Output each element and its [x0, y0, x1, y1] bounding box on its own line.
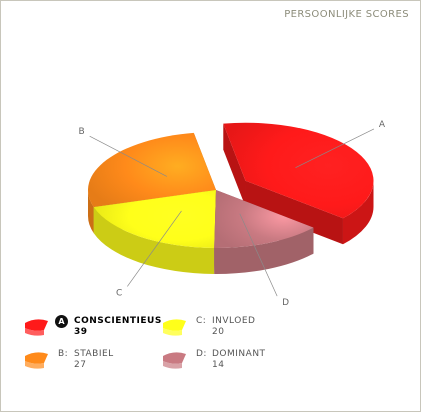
legend-item-a[interactable]: A CONSCIENTIEUS 39: [22, 313, 161, 343]
legend-name: INVLOED: [212, 316, 256, 326]
legend-name: CONSCIENTIEUS: [74, 316, 162, 326]
legend-name: STABIEL: [74, 349, 114, 359]
legend-value: 20: [212, 327, 225, 337]
legend-swatch-b: [25, 352, 48, 369]
slice-label-a: A: [379, 120, 386, 130]
slice-label-d: D: [282, 298, 289, 308]
legend-letter: C:: [196, 316, 207, 326]
legend-item-b[interactable]: B: STABIEL 27: [22, 346, 152, 376]
leader-line-c: [127, 210, 182, 287]
leader-line-d: [239, 213, 278, 297]
legend-letter: D:: [196, 349, 207, 359]
legend-value: 39: [74, 327, 88, 337]
legend-item-d[interactable]: D: DOMINANT 14: [160, 346, 290, 376]
legend-letter: B:: [58, 349, 69, 359]
legend-item-c[interactable]: C: INVLOED 20: [160, 313, 290, 343]
pie-labels: B A C D: [78, 120, 385, 308]
legend-letter-badge: A: [55, 315, 68, 328]
leader-line-b: [89, 135, 167, 177]
legend-name: DOMINANT: [212, 349, 266, 359]
chart-title: PERSOONLIJKE SCORES: [284, 9, 409, 20]
leader-line-a: [295, 128, 375, 169]
slice-label-c: C: [116, 288, 122, 298]
pie-slice-d[interactable]: [214, 190, 314, 274]
pie-slice-a[interactable]: [223, 122, 374, 245]
legend-value: 14: [212, 360, 225, 370]
legend-swatch-c: [163, 319, 186, 336]
pie-slices: [87, 122, 374, 274]
slice-label-b: B: [78, 127, 84, 137]
legend-value: 27: [74, 360, 87, 370]
legend-swatch-a: [25, 319, 48, 336]
legend-swatch-d: [163, 352, 186, 369]
